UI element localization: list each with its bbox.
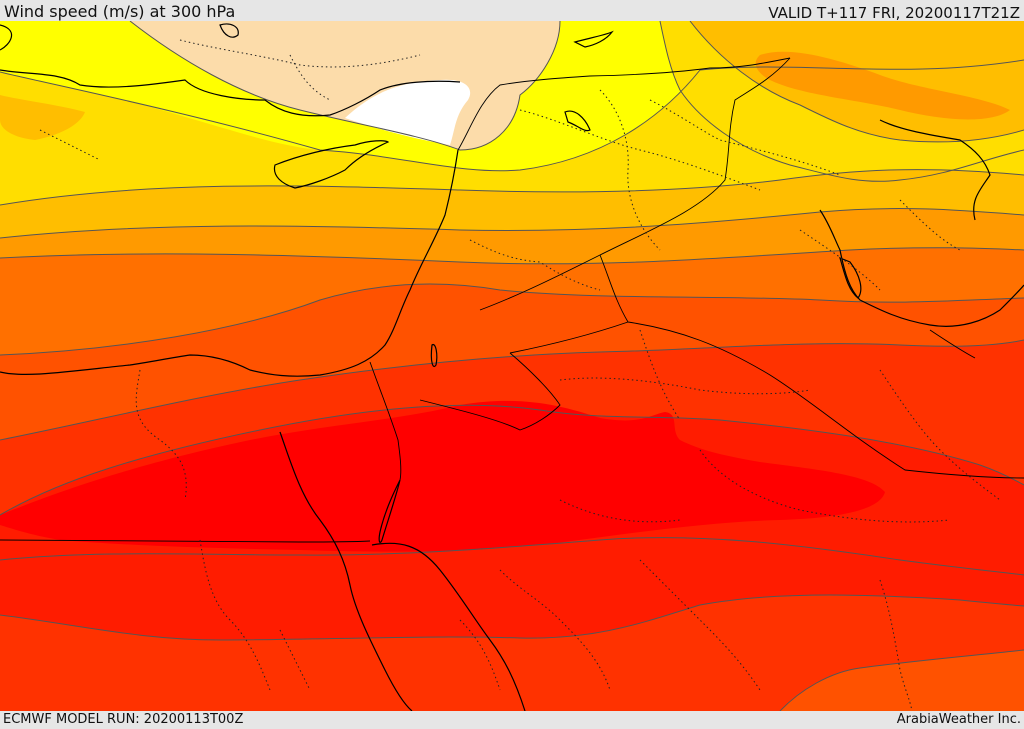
admin-line <box>519 109 761 191</box>
model-run-label: ECMWF MODEL RUN: 20200113T00Z <box>3 712 244 727</box>
contour-line <box>0 169 1024 206</box>
coastline-dead-sea <box>430 343 438 367</box>
admin-line <box>799 229 881 291</box>
border-turkey-syria <box>457 57 791 151</box>
admin-line <box>879 369 1001 501</box>
contour-line <box>0 283 1024 356</box>
contour-line <box>0 339 1024 441</box>
border-egypt-sudan <box>0 539 371 543</box>
admin-boundaries <box>39 39 1001 711</box>
coastline-lake-euphrates <box>564 110 591 132</box>
credit-label: ArabiaWeather Inc. <box>896 712 1021 727</box>
band-lower-red-orange <box>0 595 1024 711</box>
header-bar: Wind speed (m/s) at 300 hPa VALID T+117 … <box>0 0 1024 22</box>
band-core-red <box>0 400 885 552</box>
admin-line <box>459 619 501 691</box>
band-amber-patch-west <box>0 95 85 140</box>
border-syria-iraq <box>479 57 791 311</box>
band-se-orange <box>780 650 1024 711</box>
band-amber-patch-1 <box>755 51 1010 120</box>
border-jordan-saudi <box>509 321 629 354</box>
coastline-cyprus <box>273 140 390 189</box>
coastline-red-sea-east <box>371 542 526 711</box>
valid-time: VALID T+117 FRI, 20200117T21Z <box>768 4 1020 22</box>
coastline-gulf-aqaba <box>378 479 401 543</box>
border-iraq-kuwait <box>929 329 976 359</box>
admin-line <box>469 239 601 291</box>
contour-line <box>689 21 1024 143</box>
admin-line <box>199 539 271 691</box>
map-title: Wind speed (m/s) at 300 hPa <box>4 2 236 21</box>
contour-line <box>659 21 1024 182</box>
wind-speed-bands <box>0 21 1024 711</box>
admin-line <box>289 54 331 101</box>
admin-line <box>559 377 811 395</box>
admin-line <box>599 89 661 251</box>
contour-line <box>0 404 1024 516</box>
border-iraq-saudi <box>599 254 1024 479</box>
contour-line <box>129 21 561 151</box>
coastline-lake-tuz <box>219 23 239 38</box>
admin-line <box>135 369 187 501</box>
coastline-lake-van <box>573 30 614 48</box>
footer-bar: ECMWF MODEL RUN: 20200113T00Z ArabiaWeat… <box>0 711 1024 729</box>
admin-line <box>639 329 681 421</box>
country-borders <box>0 57 1024 543</box>
coastline-persian-gulf <box>819 209 1024 327</box>
admin-line <box>699 449 951 523</box>
admin-line <box>559 499 681 523</box>
wind-speed-map <box>0 21 1024 711</box>
border-egypt-israel <box>369 361 402 481</box>
coastline-anatolia <box>0 24 461 117</box>
contour-line <box>0 208 1024 239</box>
admin-line <box>179 39 421 68</box>
contour-line <box>0 537 1024 576</box>
admin-line <box>899 199 961 251</box>
contour-line <box>0 59 1024 172</box>
coastline-caspian-gulf-north <box>879 119 991 221</box>
border-saudi-jordan-gulf <box>419 352 561 431</box>
coastline-red-sea-west <box>279 431 413 711</box>
coastline-levant-egypt <box>0 149 459 377</box>
contour-line <box>779 649 1024 711</box>
contour-line <box>0 247 1024 265</box>
admin-line <box>649 99 841 176</box>
coastline-bahrain-qatar <box>839 256 862 299</box>
coastlines <box>0 23 1024 711</box>
band-white <box>345 79 471 145</box>
